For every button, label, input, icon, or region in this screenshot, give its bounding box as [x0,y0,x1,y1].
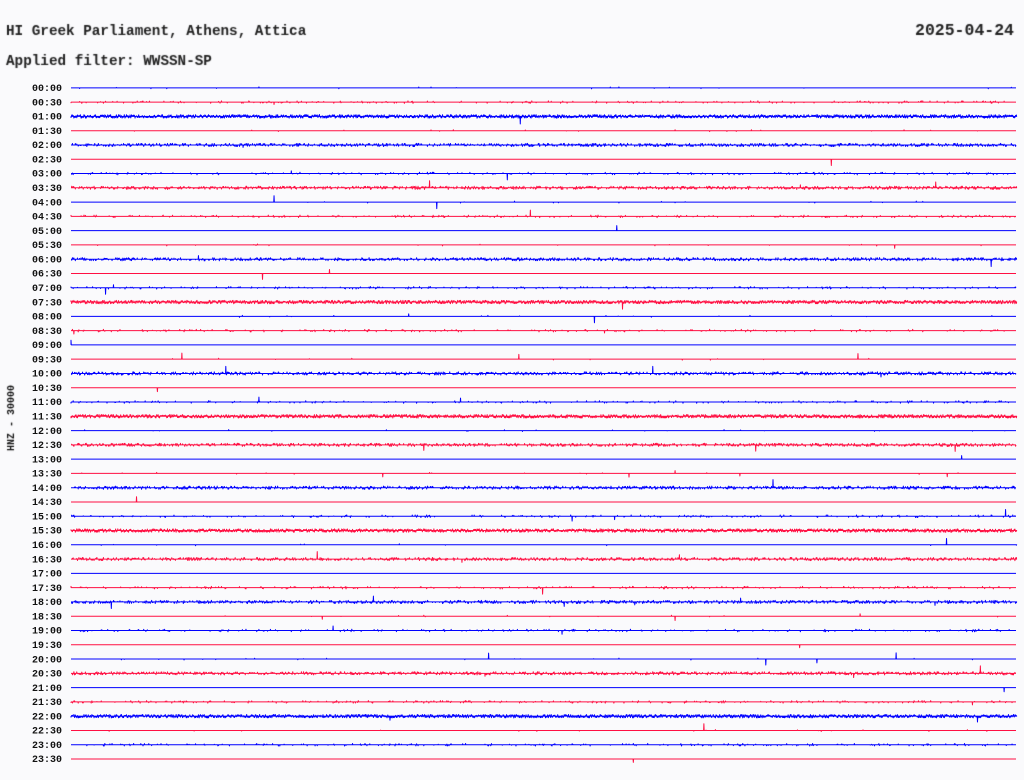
svg-text:23:00: 23:00 [32,741,62,752]
svg-text:04:00: 04:00 [32,198,62,209]
svg-text:12:00: 12:00 [32,427,62,438]
svg-text:22:00: 22:00 [32,712,62,723]
svg-text:18:00: 18:00 [32,598,62,609]
svg-text:05:30: 05:30 [32,241,62,252]
svg-text:09:30: 09:30 [32,355,62,366]
svg-text:03:30: 03:30 [32,184,62,195]
svg-text:17:00: 17:00 [32,570,62,581]
svg-text:03:00: 03:00 [32,170,62,181]
svg-text:19:30: 19:30 [32,641,62,652]
svg-text:18:30: 18:30 [32,612,62,623]
svg-text:14:30: 14:30 [32,498,62,509]
svg-text:04:30: 04:30 [32,213,62,224]
svg-text:15:00: 15:00 [32,512,62,523]
svg-text:01:30: 01:30 [32,127,62,138]
svg-text:10:30: 10:30 [32,384,62,395]
svg-text:11:30: 11:30 [32,412,62,423]
svg-text:20:30: 20:30 [32,670,62,681]
svg-text:08:30: 08:30 [32,327,62,338]
svg-text:02:00: 02:00 [32,141,62,152]
svg-text:06:30: 06:30 [32,270,62,281]
svg-text:21:00: 21:00 [32,684,62,695]
svg-text:20:00: 20:00 [32,655,62,666]
svg-text:05:00: 05:00 [32,227,62,238]
svg-text:13:00: 13:00 [32,455,62,466]
svg-text:00:00: 00:00 [32,84,62,95]
svg-text:19:00: 19:00 [32,627,62,638]
svg-text:23:30: 23:30 [32,755,62,766]
svg-text:22:30: 22:30 [32,727,62,738]
svg-text:07:00: 07:00 [32,284,62,295]
svg-text:10:00: 10:00 [32,370,62,381]
svg-text:11:00: 11:00 [32,398,62,409]
svg-text:09:00: 09:00 [32,341,62,352]
svg-text:01:00: 01:00 [32,113,62,124]
svg-text:02:30: 02:30 [32,155,62,166]
svg-text:14:00: 14:00 [32,484,62,495]
svg-text:08:00: 08:00 [32,313,62,324]
svg-text:16:30: 16:30 [32,555,62,566]
svg-text:21:30: 21:30 [32,698,62,709]
svg-text:13:30: 13:30 [32,470,62,481]
svg-text:00:30: 00:30 [32,98,62,109]
svg-text:06:00: 06:00 [32,255,62,266]
svg-text:15:30: 15:30 [32,527,62,538]
svg-text:17:30: 17:30 [32,584,62,595]
svg-text:12:30: 12:30 [32,441,62,452]
svg-text:16:00: 16:00 [32,541,62,552]
svg-text:07:30: 07:30 [32,298,62,309]
